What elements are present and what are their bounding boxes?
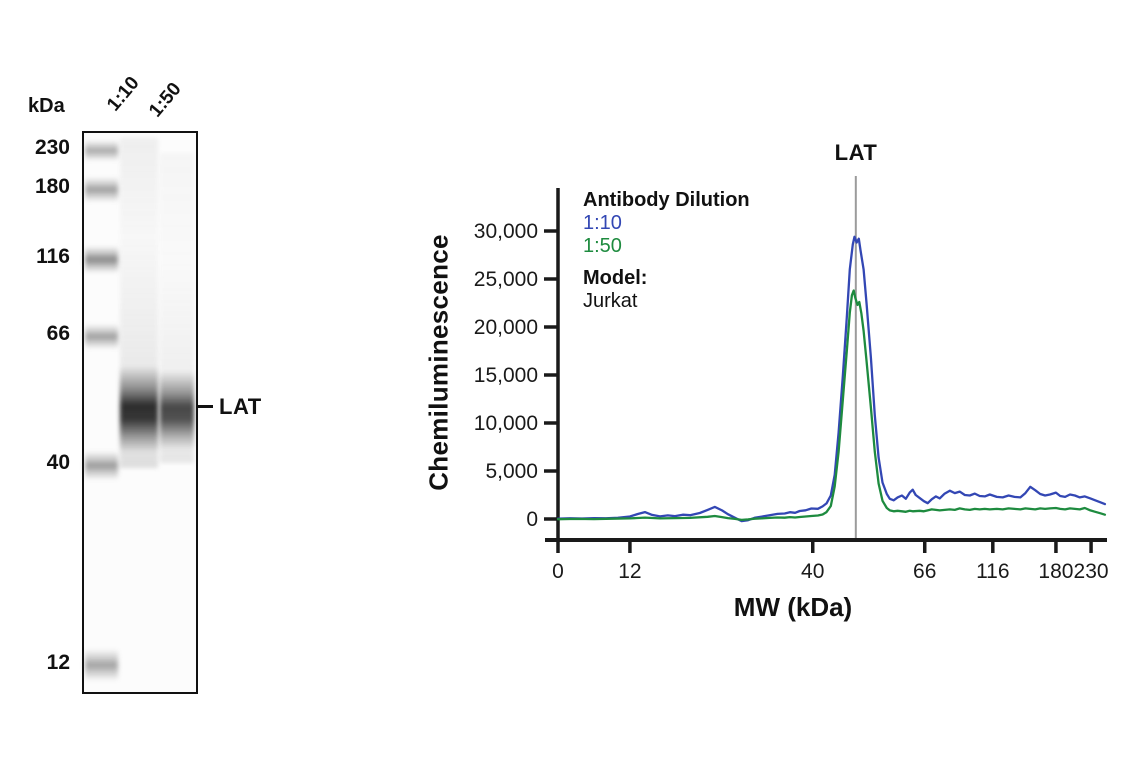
x-tick-label: 12 (618, 560, 641, 583)
ladder-band-230 (85, 139, 118, 161)
y-tick-label: 15,000 (474, 364, 538, 387)
x-tick-label: 230 (1074, 560, 1109, 583)
kda-unit-label: kDa (28, 95, 65, 117)
lat-callout-label: LAT (219, 394, 262, 419)
ladder-label-12: 12 (46, 651, 70, 674)
ladder-band-66 (85, 323, 118, 349)
y-tick-label: 5,000 (485, 460, 538, 483)
y-tick-label: 30,000 (474, 220, 538, 243)
trace-1-50 (556, 289, 1107, 522)
lat-callout-line (198, 405, 213, 408)
x-tick-label: 66 (913, 560, 936, 583)
x-tick-label: 116 (976, 560, 1009, 583)
legend-model-value: Jurkat (583, 290, 638, 312)
y-tick-label: 0 (526, 508, 538, 531)
ladder-band-12 (85, 649, 118, 681)
sample-band-1-50 (160, 371, 194, 449)
blot-box (82, 131, 198, 694)
ladder-label-180: 180 (34, 175, 70, 198)
y-tick-label: 10,000 (474, 412, 538, 435)
chart-legend: Antibody Dilution 1:10 1:50 Model: Jurka… (583, 189, 750, 313)
ladder-label-66: 66 (46, 322, 70, 345)
ladder-label-230: 230 (34, 136, 70, 159)
x-tick-label: 40 (801, 560, 824, 583)
ladder-band-40 (85, 450, 118, 480)
x-tick-label: 180 (1038, 560, 1073, 583)
legend-model-label: Model: (583, 267, 648, 289)
ladder-band-116 (85, 245, 118, 273)
y-tick-label: 25,000 (474, 268, 538, 291)
sample-band-1-10 (120, 366, 158, 452)
x-axis-title: MW (kDa) (733, 592, 853, 622)
y-axis-title: Chemiluminescence (423, 234, 454, 491)
x-tick-label: 0 (552, 560, 564, 583)
legend-entry-1-10: 1:10 (583, 212, 622, 234)
ladder-label-116: 116 (36, 245, 70, 268)
trace-1-10 (556, 235, 1107, 523)
ladder-label-40: 40 (46, 451, 70, 474)
peak-annotation-label: LAT (834, 140, 878, 165)
y-tick-label: 20,000 (474, 316, 538, 339)
legend-entry-1-50: 1:50 (583, 235, 622, 257)
legend-title: Antibody Dilution (583, 189, 750, 211)
ladder-band-180 (85, 176, 118, 202)
